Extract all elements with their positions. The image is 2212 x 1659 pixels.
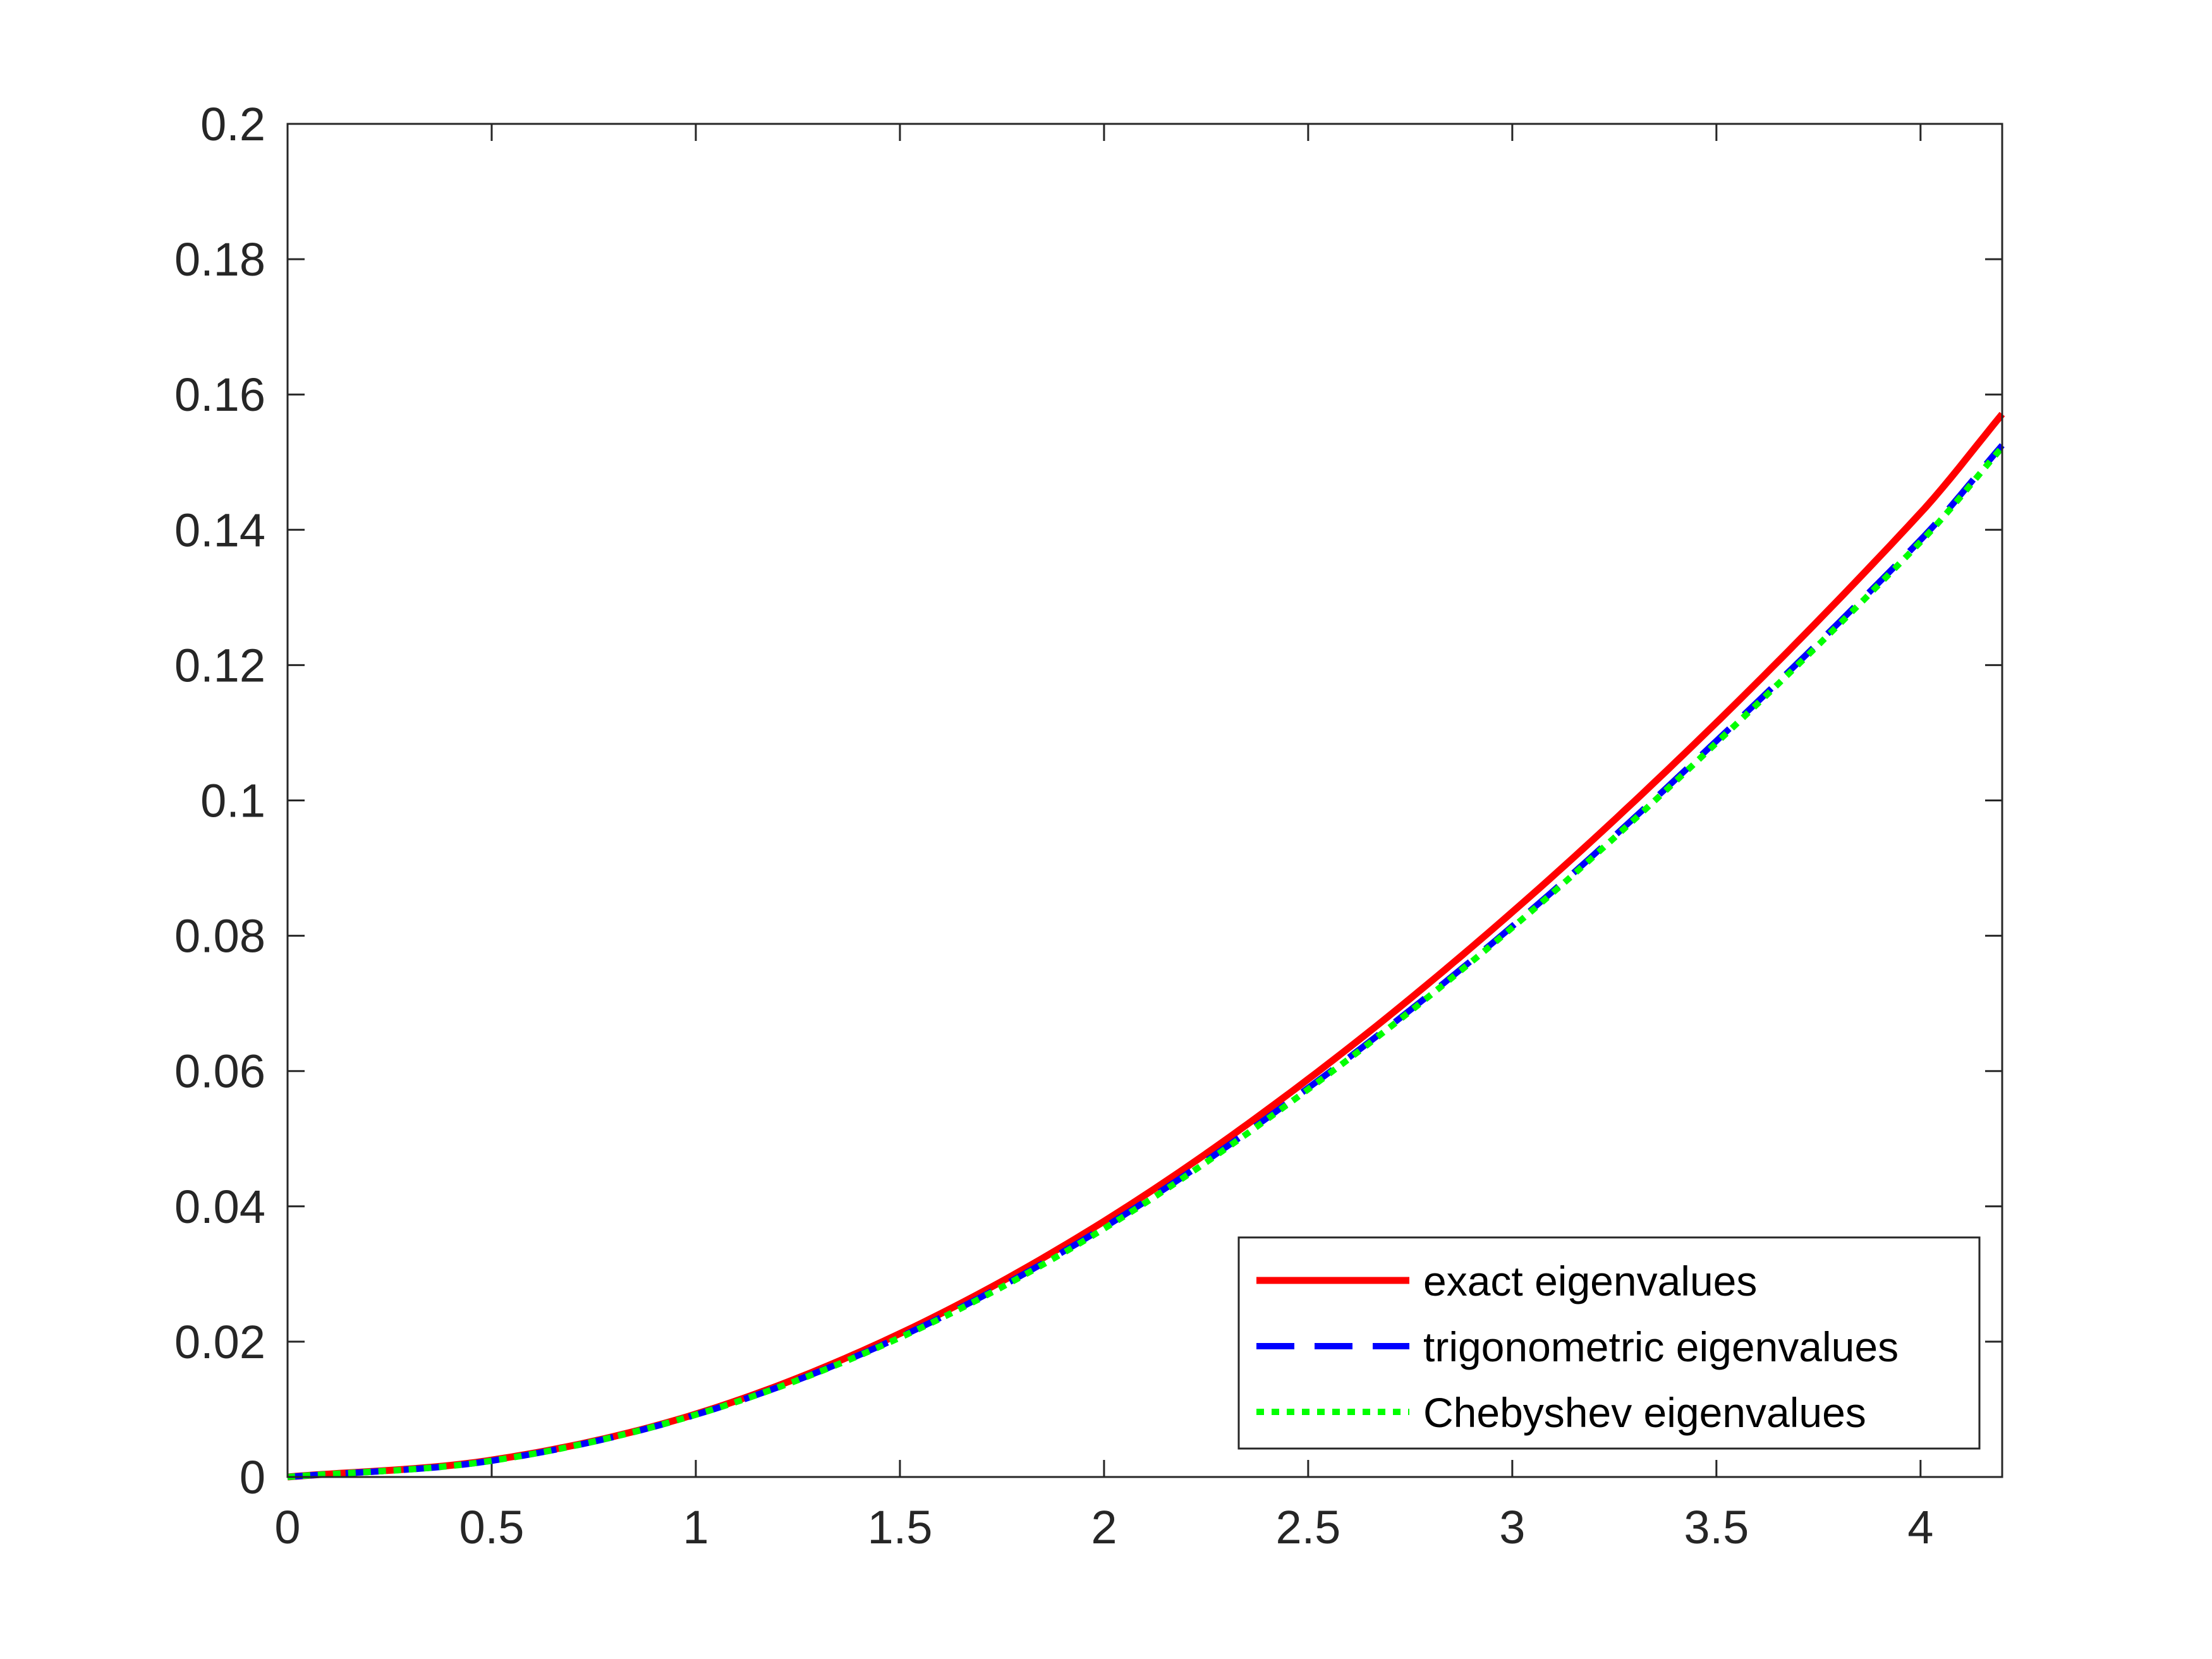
- series-line-1: [287, 411, 2005, 1481]
- y-tick-label: 0.16: [174, 368, 265, 421]
- legend-box: [1237, 1236, 1981, 1450]
- series-layer: [287, 411, 2005, 1481]
- x-tick-label: 1.5: [867, 1501, 932, 1553]
- y-tick-label: 0.04: [174, 1181, 265, 1233]
- y-tick-label: 0.1: [200, 775, 265, 827]
- x-tick-label: 2: [1091, 1501, 1117, 1553]
- y-tick-label: 0: [240, 1451, 265, 1504]
- axes-box: [286, 123, 2003, 1478]
- x-tick-label: 2.5: [1275, 1501, 1340, 1553]
- x-tick-label: 0.5: [459, 1501, 525, 1553]
- x-axis: 0 0.5 1 1.5 2 2.5 3 3.5 4: [274, 124, 1933, 1553]
- y-tick-label: 0.02: [174, 1316, 265, 1368]
- y-tick-label: 0.2: [200, 98, 265, 150]
- series-line-2: [287, 443, 2005, 1480]
- legend-label-1: exact eigenvalues: [1423, 1258, 1757, 1304]
- y-tick-label: 0.06: [174, 1045, 265, 1098]
- x-tick-label: 1: [683, 1501, 708, 1553]
- y-tick-label: 0.18: [174, 233, 265, 286]
- series-line-3: [287, 445, 2005, 1480]
- x-tick-label: 3: [1499, 1501, 1525, 1553]
- legend-label-3: Chebyshev eigenvalues: [1423, 1389, 1866, 1436]
- y-axis: 0 0.02 0.04 0.06 0.08 0.1 0.12 0.14 0.16 0.18 0.2: [174, 98, 2002, 1504]
- x-tick-label: 3.5: [1684, 1501, 1749, 1553]
- y-tick-label: 0.12: [174, 639, 265, 691]
- y-tick-label: 0.08: [174, 910, 265, 963]
- x-tick-label: 4: [1907, 1501, 1933, 1553]
- legend[interactable]: exact eigenvalues trigonometric eigenvalu…: [1237, 1236, 1981, 1450]
- legend-label-2: trigonometric eigenvalues: [1423, 1323, 1899, 1370]
- x-tick-label: 0: [274, 1501, 300, 1553]
- y-tick-label: 0.14: [174, 504, 265, 556]
